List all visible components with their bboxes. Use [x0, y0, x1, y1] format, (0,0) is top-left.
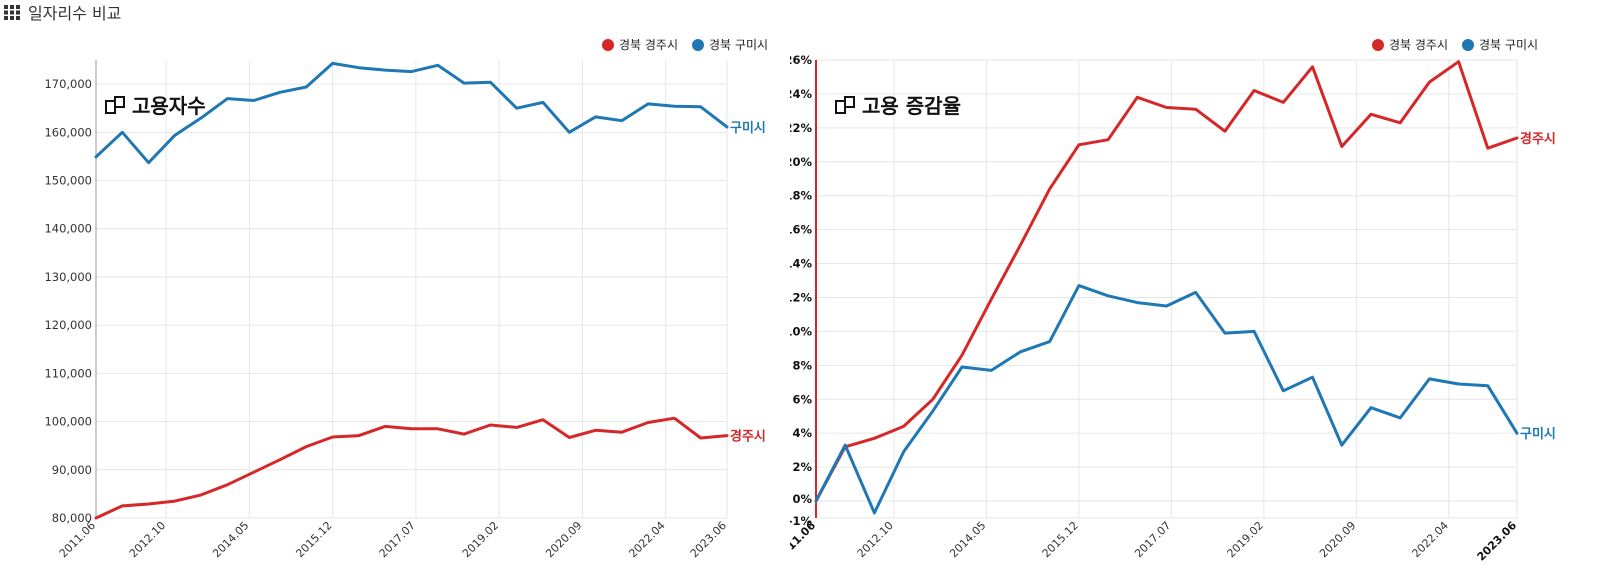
x-tick-label: 2022.04 [1410, 519, 1451, 560]
y-tick-labels: -1% 0% 2% 4% 6% 8% 10% 12% 14% 16% 18% 20% 22% 24% 26% [790, 53, 812, 528]
y-tick-label: 10% [790, 324, 812, 338]
legend-label-gyeongju: 경북 경주시 [1389, 38, 1449, 52]
y-tick-label: 14% [790, 257, 812, 271]
chart-title-text: 고용 증감율 [862, 94, 961, 118]
series-line-gumi[interactable] [94, 61, 729, 165]
x-tick-label: 2012.10 [855, 519, 896, 560]
y-tick-label: 120,000 [44, 318, 92, 332]
series-end-label: 경주시 [730, 429, 766, 445]
x-tick-label: 2017.07 [377, 519, 418, 560]
y-tick-label: 24% [790, 87, 812, 101]
y-tick-labels: 80,000 90,000 100,000 110,000 120,000 130,000… [44, 77, 92, 525]
legend-swatch-gumi [1462, 38, 1475, 51]
y-tick-label: 8% [792, 358, 812, 372]
series-line-gyeongju[interactable] [814, 60, 1519, 503]
legend-item-gumi[interactable]: 경북 구미시 [692, 36, 768, 53]
page-header: 일자리수 비교 [4, 0, 121, 24]
series-end-label: 구미시 [1520, 426, 1556, 442]
legend-swatch-gumi [692, 38, 705, 51]
employment-count-chart: 경북 경주시 경북 구미시 고용자수 80,000 90,000 100,000 11… [0, 30, 790, 582]
y-tick-label: 12% [790, 290, 812, 304]
y-tick-label: 20% [790, 155, 812, 169]
y-tick-label: 170,000 [44, 77, 92, 91]
x-tick-label: 2015.12 [293, 519, 334, 560]
y-tick-label: 22% [790, 121, 812, 135]
legend-label-gumi: 경북 구미시 [1479, 38, 1539, 52]
x-tick-label: 2011.06 [57, 519, 98, 560]
x-tick-label: 2023.06 [688, 519, 729, 560]
page-title: 일자리수 비교 [28, 4, 122, 23]
chart-legend: 경북 경주시 경북 구미시 [1372, 36, 1538, 53]
x-tick-label: 2023.06 [1474, 519, 1519, 564]
x-tick-label: 2014.05 [210, 519, 251, 560]
employment-icon [105, 95, 125, 114]
x-tick-label: 2022.04 [626, 519, 667, 560]
y-tick-label: 16% [790, 223, 812, 237]
y-tick-label: 6% [792, 392, 812, 406]
chart-title: 고용자수 [104, 90, 206, 119]
x-tick-label: 2017.07 [1132, 519, 1173, 560]
y-tick-label: 2% [792, 460, 812, 474]
legend-label-gumi: 경북 구미시 [709, 38, 769, 52]
legend-label-gyeongju: 경북 경주시 [619, 38, 679, 52]
x-tick-label: 2020.09 [1317, 519, 1358, 560]
y-tick-label: 110,000 [44, 366, 92, 380]
series-line-gumi[interactable] [814, 284, 1519, 515]
y-tick-label: 160,000 [44, 125, 92, 139]
y-tick-label: 150,000 [44, 174, 92, 188]
x-tick-label: 2020.09 [543, 519, 584, 560]
grid-icon[interactable] [4, 4, 20, 20]
y-tick-label: 4% [792, 426, 812, 440]
y-tick-label: 140,000 [44, 222, 92, 236]
series-end-label: 구미시 [730, 120, 766, 136]
legend-item-gyeongju[interactable]: 경북 경주시 [602, 36, 678, 53]
y-tick-label: 130,000 [44, 270, 92, 284]
employment-icon [835, 95, 855, 114]
gridlines [95, 60, 728, 519]
y-tick-label: 90,000 [52, 463, 92, 477]
y-tick-label: -1% [790, 514, 812, 528]
y-tick-label: 26% [790, 53, 812, 67]
chart-plot: 80,000 90,000 100,000 110,000 120,000 130,000… [44, 60, 766, 560]
x-tick-labels: 2011.06 2012.10 2014.05 2015.12 2017.07 2019.… [790, 519, 1519, 564]
x-tick-label: 2019.02 [460, 519, 501, 560]
legend-item-gumi[interactable]: 경북 구미시 [1462, 36, 1538, 53]
chart-title: 고용 증감율 [834, 90, 961, 119]
y-tick-label: 100,000 [44, 415, 92, 429]
y-tick-label: 18% [790, 189, 812, 203]
employment-change-chart: 경북 경주시 경북 구미시 고용 증감율 -1% 0% 2% 4% 6% 8% 10% 12%… [790, 30, 1610, 582]
legend-item-gyeongju[interactable]: 경북 경주시 [1372, 36, 1448, 53]
x-tick-labels: 2011.06 2012.10 2014.05 2015.12 2017.07 2019.… [57, 519, 729, 560]
y-tick-label: 0% [792, 492, 812, 506]
legend-swatch-gyeongju [1372, 38, 1384, 51]
y-tick-label: 80,000 [52, 511, 92, 525]
chart-legend: 경북 경주시 경북 구미시 [602, 36, 768, 53]
chart-plot: -1% 0% 2% 4% 6% 8% 10% 12% 14% 16% 18% 20% 22% 24% 26%… [790, 53, 1556, 564]
chart-title-text: 고용자수 [132, 94, 206, 118]
series-end-label: 경주시 [1520, 131, 1556, 147]
series-line-gyeongju[interactable] [94, 416, 729, 520]
x-tick-label: 2019.02 [1225, 519, 1266, 560]
gridlines [815, 59, 1518, 519]
x-tick-label: 2015.12 [1040, 519, 1081, 560]
x-tick-label: 2014.05 [947, 519, 988, 560]
legend-swatch-gyeongju [602, 38, 614, 51]
x-tick-label: 2012.10 [127, 519, 168, 560]
